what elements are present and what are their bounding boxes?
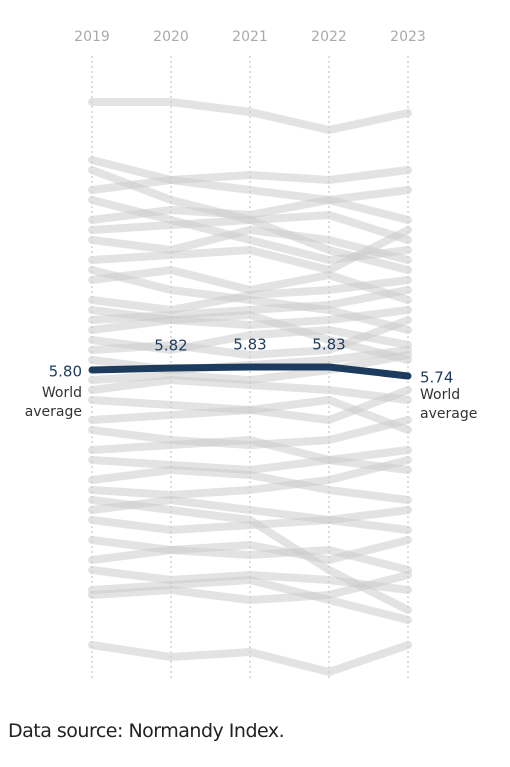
x-tick-label: 2019 (74, 29, 110, 45)
x-tick-label: 2021 (232, 29, 268, 45)
country-line (88, 276, 412, 314)
country-line (88, 376, 412, 404)
source-note: Data source: Normandy Index. (8, 720, 285, 742)
x-tick-label: 2023 (390, 29, 426, 45)
value-label: 5.74 (420, 369, 453, 387)
value-label: 5.83 (312, 336, 345, 354)
value-label: 5.83 (233, 336, 266, 354)
world-average-line (88, 363, 412, 380)
country-line (88, 226, 412, 264)
value-label: 5.82 (154, 337, 187, 355)
country-line (88, 506, 412, 534)
country-line (88, 576, 412, 624)
country-line (88, 211, 412, 244)
country-line (88, 641, 412, 676)
country-line (88, 446, 412, 474)
country-line (88, 166, 412, 194)
country-line (88, 316, 412, 359)
world-average-label: World average (420, 387, 478, 422)
x-tick-label: 2022 (311, 29, 347, 45)
country-line (88, 156, 412, 224)
country-line (88, 456, 412, 499)
country-line (88, 436, 412, 474)
country-line (88, 396, 412, 434)
country-line (88, 466, 412, 504)
country-line (88, 266, 412, 334)
country-line (88, 286, 412, 324)
world-average-label: World average (24, 385, 82, 420)
country-line (88, 496, 412, 614)
country-line (88, 351, 412, 384)
country-line (88, 536, 412, 564)
country-line (88, 571, 412, 604)
country-line (88, 98, 412, 134)
country-line (88, 196, 412, 264)
country-line (88, 416, 412, 449)
x-tick-label: 2020 (153, 29, 189, 45)
value-label: 5.80 (49, 363, 82, 381)
